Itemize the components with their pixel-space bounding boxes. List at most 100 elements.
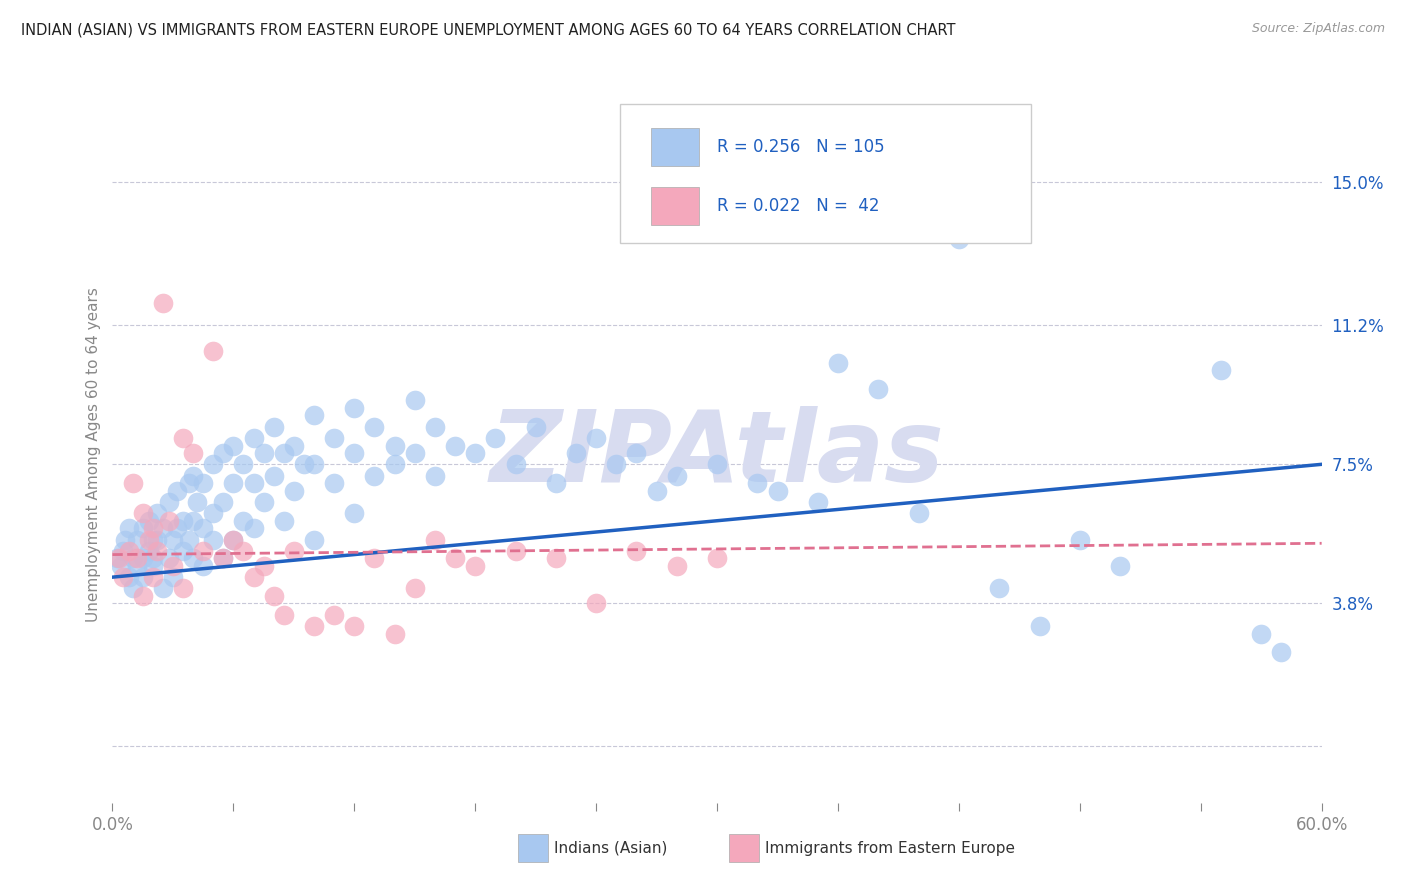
Point	[1250, 626, 1272, 640]
Point	[177, 533, 200, 547]
Point	[157, 495, 180, 509]
Point	[384, 438, 406, 452]
Point	[181, 468, 204, 483]
Point	[1109, 558, 1132, 573]
Point	[423, 468, 446, 483]
Point	[283, 544, 305, 558]
Point	[212, 446, 235, 460]
Point	[302, 458, 325, 472]
Point	[505, 544, 527, 558]
Point	[157, 514, 180, 528]
Point	[263, 419, 285, 434]
FancyBboxPatch shape	[620, 103, 1032, 243]
Point	[222, 533, 245, 547]
Point	[121, 476, 143, 491]
Point	[142, 551, 165, 566]
Point	[253, 446, 276, 460]
Point	[343, 506, 366, 520]
Text: INDIAN (ASIAN) VS IMMIGRANTS FROM EASTERN EUROPE UNEMPLOYMENT AMONG AGES 60 TO 6: INDIAN (ASIAN) VS IMMIGRANTS FROM EASTER…	[21, 22, 956, 37]
Point	[117, 544, 139, 558]
Point	[273, 514, 295, 528]
Y-axis label: Unemployment Among Ages 60 to 64 years: Unemployment Among Ages 60 to 64 years	[86, 287, 101, 623]
Point	[706, 551, 728, 566]
Point	[444, 551, 467, 566]
Point	[107, 551, 129, 566]
Point	[138, 514, 160, 528]
Point	[142, 570, 165, 584]
Point	[253, 495, 276, 509]
Point	[202, 344, 225, 359]
Point	[1209, 363, 1232, 377]
Point	[343, 619, 366, 633]
Text: R = 0.256   N = 105: R = 0.256 N = 105	[717, 137, 884, 156]
Point	[626, 544, 648, 558]
Point	[423, 419, 446, 434]
Text: ZIPAtlas: ZIPAtlas	[489, 407, 945, 503]
FancyBboxPatch shape	[517, 834, 548, 862]
Point	[181, 446, 204, 460]
Point	[505, 458, 527, 472]
Point	[111, 544, 134, 558]
Point	[125, 551, 148, 566]
Point	[524, 419, 547, 434]
Point	[232, 458, 254, 472]
Point	[146, 506, 169, 520]
Point	[807, 495, 830, 509]
Point	[191, 544, 215, 558]
Point	[202, 533, 225, 547]
Point	[117, 570, 139, 584]
Point	[177, 476, 200, 491]
Point	[766, 483, 789, 498]
Point	[186, 495, 208, 509]
Point	[273, 446, 295, 460]
Point	[146, 544, 169, 558]
Point	[222, 476, 245, 491]
Point	[253, 558, 276, 573]
Point	[202, 506, 225, 520]
Point	[181, 514, 204, 528]
Point	[323, 431, 346, 445]
Point	[565, 446, 588, 460]
Point	[343, 446, 366, 460]
FancyBboxPatch shape	[651, 187, 699, 226]
Point	[363, 468, 385, 483]
Point	[665, 558, 688, 573]
Point	[444, 438, 467, 452]
Point	[464, 446, 486, 460]
Point	[132, 506, 155, 520]
Point	[363, 419, 385, 434]
Point	[263, 589, 285, 603]
Point	[166, 521, 188, 535]
Text: Indians (Asian): Indians (Asian)	[554, 840, 668, 855]
Point	[626, 446, 648, 460]
Point	[146, 533, 169, 547]
Point	[172, 544, 194, 558]
Point	[212, 551, 235, 566]
Point	[302, 409, 325, 423]
Point	[423, 533, 446, 547]
Text: Immigrants from Eastern Europe: Immigrants from Eastern Europe	[765, 840, 1015, 855]
Point	[384, 626, 406, 640]
Point	[868, 382, 890, 396]
Point	[121, 551, 143, 566]
Point	[404, 446, 426, 460]
Point	[222, 438, 245, 452]
Point	[132, 589, 155, 603]
Point	[202, 458, 225, 472]
Point	[645, 483, 668, 498]
Point	[142, 533, 165, 547]
Point	[191, 476, 215, 491]
Point	[191, 521, 215, 535]
Point	[273, 607, 295, 622]
Point	[585, 597, 607, 611]
Point	[232, 514, 254, 528]
Point	[162, 570, 184, 584]
Point	[138, 533, 160, 547]
Point	[907, 506, 929, 520]
Point	[1069, 533, 1091, 547]
Point	[125, 533, 148, 547]
Point	[484, 431, 506, 445]
Point	[283, 438, 305, 452]
Point	[343, 401, 366, 415]
Point	[152, 295, 174, 310]
